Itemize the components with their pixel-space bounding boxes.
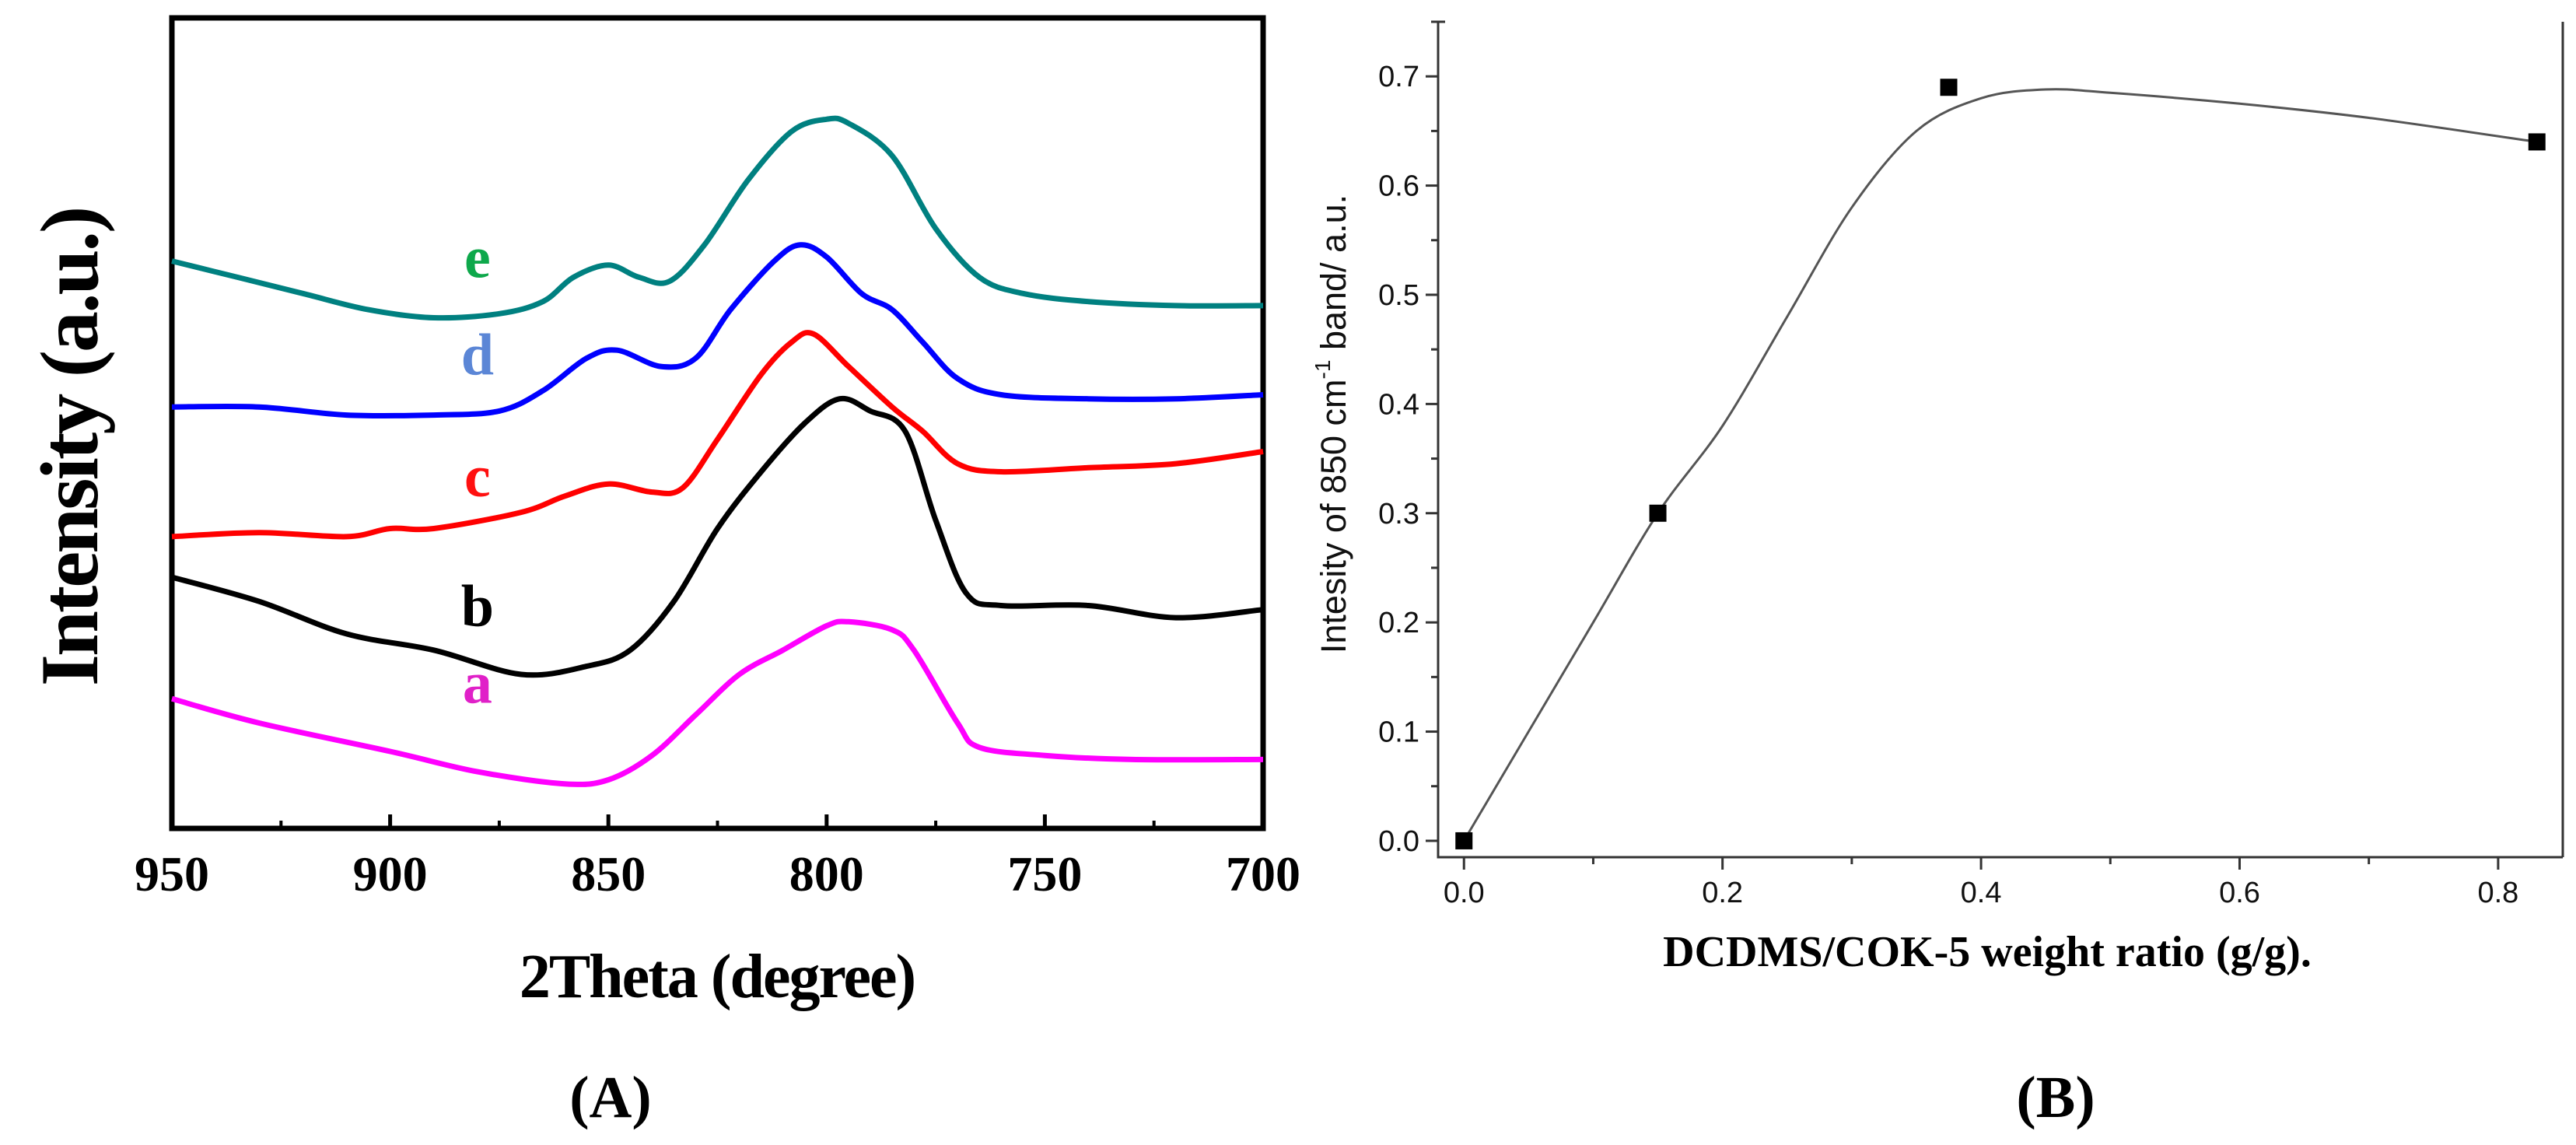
y-title-superscript: -1 <box>1311 360 1335 380</box>
panel-a-x-tick-label: 850 <box>571 846 646 902</box>
panel-b-y-tick-label: 0.3 <box>1378 498 1419 530</box>
panel-a-x-tick-label: 800 <box>789 846 864 902</box>
y-title-prefix: Intesity of 850 cm <box>1314 379 1353 653</box>
panel-a-x-axis-title: 2Theta (degree) <box>520 943 915 1011</box>
panel-b-x-tick-label: 0.8 <box>2477 877 2518 909</box>
panel-b: 0.0 0.2 0.4 0.6 0.80.00.10.20.30.40.50.60.7 … <box>1311 20 2564 1130</box>
panel-b-data-point <box>1455 832 1473 849</box>
panel-b-y-tick-label: 0.6 <box>1378 170 1419 203</box>
panel-b-x-tick-label: 0.2 <box>1702 877 1743 909</box>
panel-a-series-label-d: d <box>461 322 494 387</box>
panel-a-x-tick-label: 900 <box>353 846 428 902</box>
panel-b-x-tick-label: 0.4 <box>1961 877 2002 909</box>
panel-a-x-axis: 950 900 850 800 750 700 <box>135 814 1300 902</box>
panel-a-series-label-b: b <box>461 574 494 639</box>
panel-b-y-tick-label: 0.1 <box>1378 716 1419 749</box>
panel-b-axes: 0.0 0.2 0.4 0.6 0.8 0.0 0.1 0.2 0.3 0.4 0.5 0.6 0.7 <box>1378 20 2518 909</box>
panel-b-data-point <box>1649 504 1667 522</box>
panel-a-x-tick-label: 750 <box>1007 846 1082 902</box>
panel-b-y-tick-label: 0.7 <box>1378 61 1419 93</box>
panel-a-curve-d <box>171 242 1264 419</box>
panel-b-y-tick-label: 0.5 <box>1378 279 1419 312</box>
panel-b-data-points <box>1455 79 2546 849</box>
panel-a-curve-c <box>171 330 1264 540</box>
panel-a-x-tick-label: 700 <box>1226 846 1300 902</box>
panel-a-series-label-a: a <box>463 650 492 716</box>
panel-a-curve-b <box>171 395 1264 678</box>
panel-a-curve-e <box>171 115 1264 321</box>
panel-b-data-point <box>2528 133 2546 151</box>
panel-b-data-point <box>1940 79 1958 96</box>
panel-a-curve-a <box>171 618 1264 787</box>
panel-a-y-axis-title: Intensity (a.u.) <box>24 208 115 687</box>
y-title-suffix: band/ a.u. <box>1314 194 1353 360</box>
panel-b-y-tick-label: 0.4 <box>1378 388 1419 421</box>
panel-b-x-axis-title: DCDMS/COK-5 weight ratio (g/g). <box>1663 928 2312 976</box>
panel-b-fit-line <box>1462 88 2538 842</box>
panel-b-axes-frame <box>1437 20 2564 859</box>
panel-b-x-tick-label: 0.6 <box>2219 877 2260 909</box>
panel-a-series-label-c: c <box>464 444 491 509</box>
panel-a-series-label-e: e <box>464 225 491 290</box>
panel-a-label: (A) <box>569 1065 652 1130</box>
panel-b-y-tick-label: 0.2 <box>1378 607 1419 639</box>
panel-a-series-group <box>171 115 1264 787</box>
panel-b-y-tick-label: 0.0 <box>1378 825 1419 858</box>
panel-a-x-tick-label: 950 <box>135 846 209 902</box>
panel-b-label: (B) <box>2016 1065 2095 1130</box>
panel-b-x-tick-label: 0.0 <box>1444 877 1485 909</box>
panel-b-fit-line-group <box>1462 88 2538 842</box>
panel-a-plot-frame <box>169 15 1266 832</box>
panel-b-y-axis-title: Intesity of 850 cm-1 band/ a.u. <box>1311 194 1353 653</box>
